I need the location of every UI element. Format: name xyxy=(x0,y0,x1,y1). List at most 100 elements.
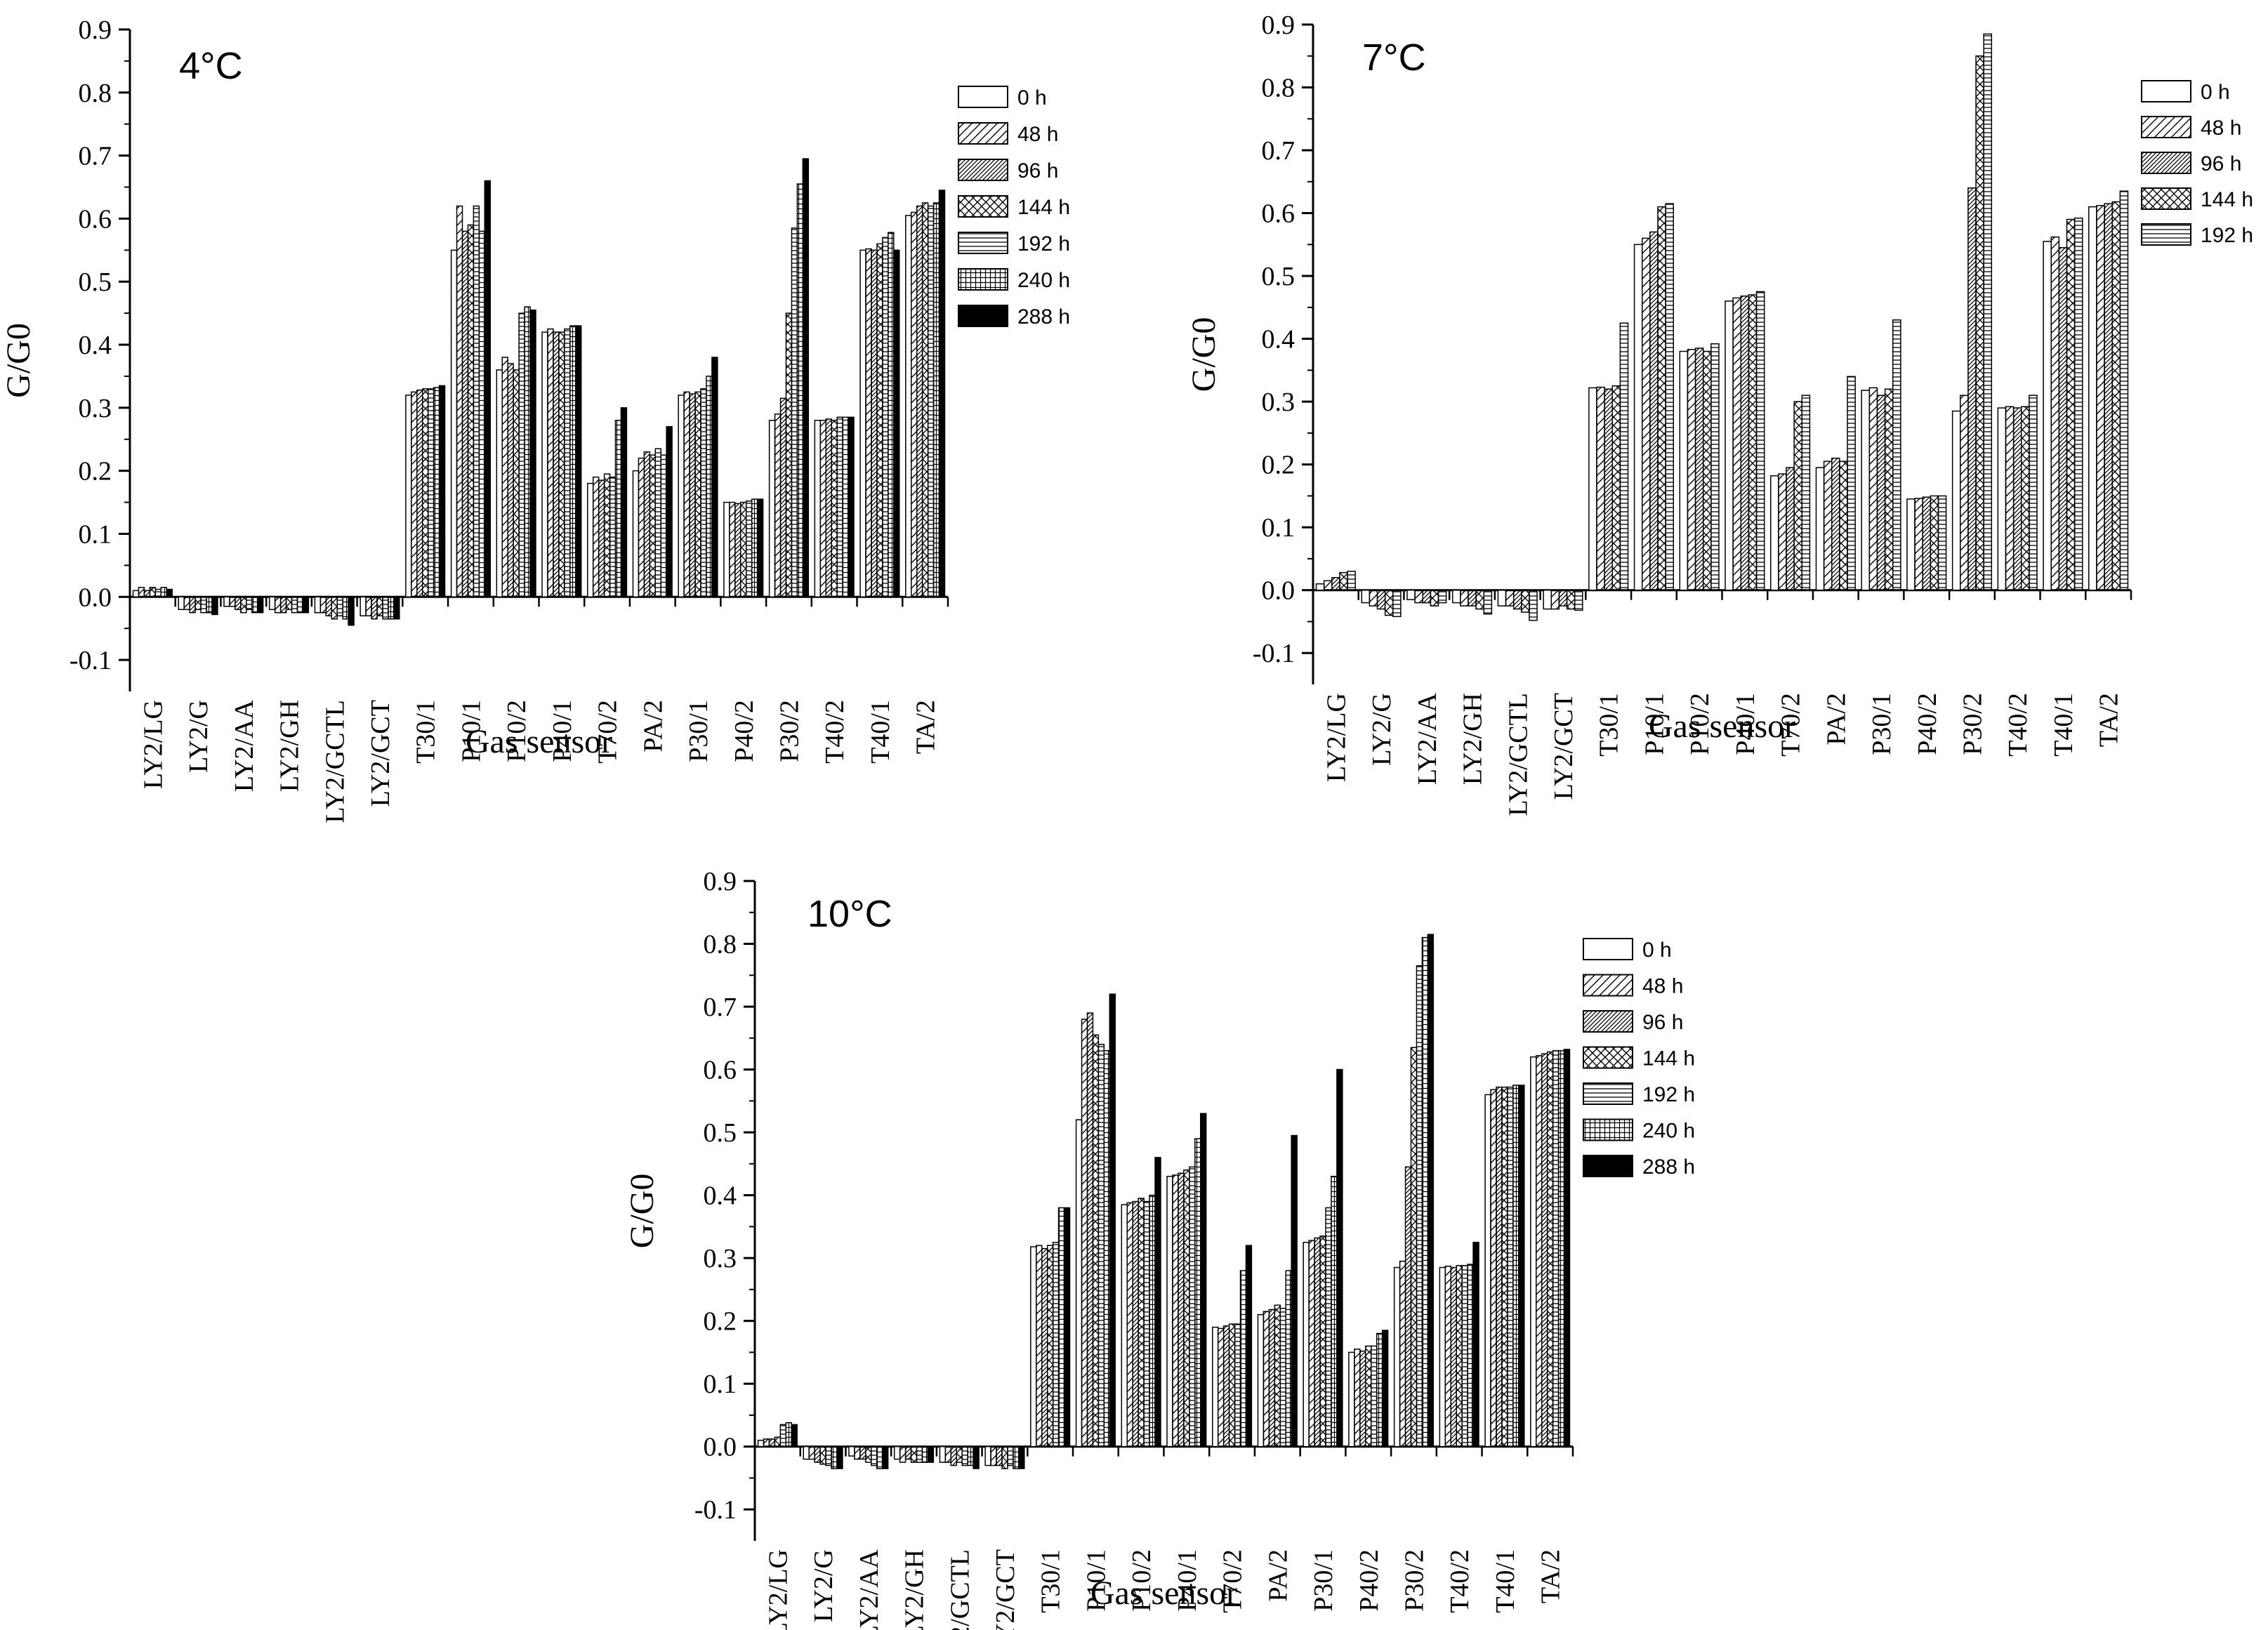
y-tick-label: 0.3 xyxy=(704,1244,737,1273)
bar xyxy=(342,596,349,620)
bar xyxy=(854,1445,861,1460)
legend-swatch xyxy=(958,268,1008,291)
bar xyxy=(1384,589,1394,616)
bar xyxy=(1132,1200,1139,1447)
legend-label: 144 h xyxy=(1017,196,1070,219)
x-tick-label: LY2/LG xyxy=(763,1549,793,1630)
bar xyxy=(473,205,480,598)
bar xyxy=(1046,1245,1054,1447)
bar xyxy=(1861,390,1871,591)
bar xyxy=(1611,385,1621,591)
bar xyxy=(921,202,929,598)
x-tick-label: T40/1 xyxy=(2049,693,2078,757)
bar xyxy=(1831,457,1840,591)
bar xyxy=(1315,583,1325,591)
legend-swatch xyxy=(958,195,1008,218)
x-tick-label: LY2/AA xyxy=(1413,692,1442,785)
bar xyxy=(654,448,661,598)
bar xyxy=(1154,1157,1161,1447)
bar xyxy=(1450,1266,1457,1447)
bar xyxy=(1245,1245,1253,1447)
legend-swatch xyxy=(1583,938,1633,960)
bar xyxy=(1319,1235,1326,1447)
bar xyxy=(1081,1019,1088,1447)
legend-swatch xyxy=(1583,974,1633,997)
bar xyxy=(1847,376,1856,591)
bar xyxy=(1439,1266,1446,1447)
panel-title: 7°C xyxy=(1362,37,1426,79)
bar xyxy=(683,391,690,598)
bar xyxy=(1884,388,1894,591)
legend-label: 240 h xyxy=(1017,269,1070,292)
bar xyxy=(274,596,282,614)
bar xyxy=(1541,1053,1548,1447)
bar xyxy=(734,503,741,598)
bar xyxy=(1376,589,1386,610)
bar xyxy=(956,1445,963,1463)
x-tick-label: LY2/G xyxy=(809,1549,838,1622)
bar xyxy=(1725,300,1734,591)
bar xyxy=(1497,589,1507,607)
bar xyxy=(1063,1207,1071,1447)
bar xyxy=(723,501,730,598)
bar xyxy=(1057,1207,1065,1447)
legend-swatch xyxy=(958,122,1008,145)
bar xyxy=(1801,395,1811,591)
bar xyxy=(1468,589,1477,607)
bar xyxy=(876,243,883,598)
bar xyxy=(507,363,514,598)
x-axis-title: Gas sensor xyxy=(466,723,612,760)
bar xyxy=(1257,1313,1265,1447)
bar xyxy=(1234,1323,1241,1447)
x-tick-label: LY2/GCTL xyxy=(1503,693,1533,816)
y-tick-label: 0.4 xyxy=(79,331,112,360)
bar xyxy=(842,416,849,598)
bar xyxy=(814,420,822,598)
bar xyxy=(791,227,798,598)
bar xyxy=(1279,1308,1286,1447)
x-tick-label: P10/1 xyxy=(1081,1549,1111,1612)
x-tick-label: LY2/LG xyxy=(138,700,168,789)
bar xyxy=(779,1424,787,1447)
x-tick-label: T30/1 xyxy=(1036,1549,1066,1613)
bar xyxy=(819,420,827,598)
bar xyxy=(376,596,383,616)
bar xyxy=(1558,589,1568,607)
bar xyxy=(1222,1325,1230,1447)
bar xyxy=(1199,1113,1207,1447)
bar xyxy=(1052,1242,1060,1447)
bar xyxy=(689,393,696,598)
bar xyxy=(1347,571,1356,591)
bar xyxy=(1461,1265,1468,1447)
bar xyxy=(178,596,185,610)
y-tick-label: -0.1 xyxy=(694,1495,737,1525)
bar xyxy=(2005,406,2015,591)
y-tick-label: 0.2 xyxy=(704,1307,737,1337)
bar xyxy=(1778,473,1787,591)
y-tick-label: 0.4 xyxy=(704,1181,737,1211)
bar xyxy=(268,596,276,610)
bar xyxy=(779,397,787,598)
bar xyxy=(1937,495,1947,591)
y-tick-label: 0.2 xyxy=(1262,451,1295,480)
bar xyxy=(825,1445,832,1466)
bar xyxy=(1381,1330,1389,1447)
bar xyxy=(1633,244,1643,591)
bar xyxy=(774,413,782,598)
bar xyxy=(700,388,707,598)
bar xyxy=(1876,395,1886,591)
bar xyxy=(740,501,747,598)
bar xyxy=(1536,1055,1543,1447)
bar xyxy=(1228,1323,1236,1447)
bar xyxy=(518,312,525,598)
bar xyxy=(302,596,310,614)
legend-label: 96 h xyxy=(1017,159,1058,183)
bar xyxy=(802,158,810,598)
bar xyxy=(416,389,423,598)
bar xyxy=(1323,580,1333,591)
bar xyxy=(1172,1174,1179,1447)
y-tick-label: 0.8 xyxy=(1262,74,1295,103)
bar xyxy=(796,183,804,598)
bar xyxy=(2088,206,2097,591)
x-tick-label: P30/2 xyxy=(774,700,804,762)
